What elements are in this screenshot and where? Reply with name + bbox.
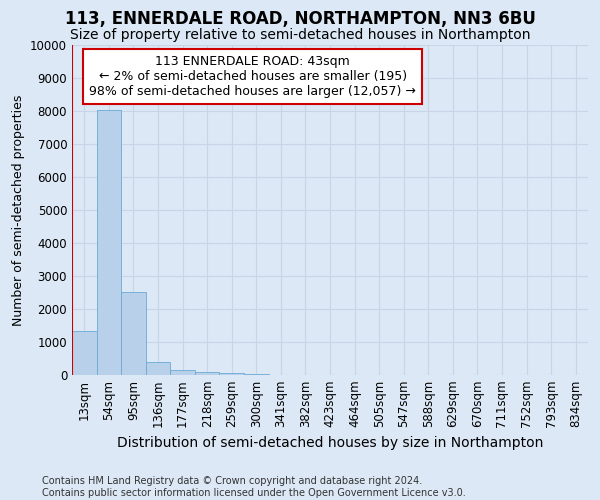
Bar bbox=[170, 370, 195, 375]
Text: 113 ENNERDALE ROAD: 43sqm
← 2% of semi-detached houses are smaller (195)
98% of : 113 ENNERDALE ROAD: 43sqm ← 2% of semi-d… bbox=[89, 55, 416, 98]
Text: Contains HM Land Registry data © Crown copyright and database right 2024.
Contai: Contains HM Land Registry data © Crown c… bbox=[42, 476, 466, 498]
Text: Size of property relative to semi-detached houses in Northampton: Size of property relative to semi-detach… bbox=[70, 28, 530, 42]
Text: 113, ENNERDALE ROAD, NORTHAMPTON, NN3 6BU: 113, ENNERDALE ROAD, NORTHAMPTON, NN3 6B… bbox=[65, 10, 535, 28]
Bar bbox=[244, 374, 269, 375]
Bar bbox=[146, 362, 170, 375]
Bar bbox=[97, 110, 121, 375]
Bar bbox=[220, 373, 244, 375]
Bar bbox=[195, 372, 220, 375]
X-axis label: Distribution of semi-detached houses by size in Northampton: Distribution of semi-detached houses by … bbox=[117, 436, 543, 450]
Bar bbox=[121, 292, 146, 375]
Y-axis label: Number of semi-detached properties: Number of semi-detached properties bbox=[11, 94, 25, 326]
Bar bbox=[72, 331, 97, 375]
